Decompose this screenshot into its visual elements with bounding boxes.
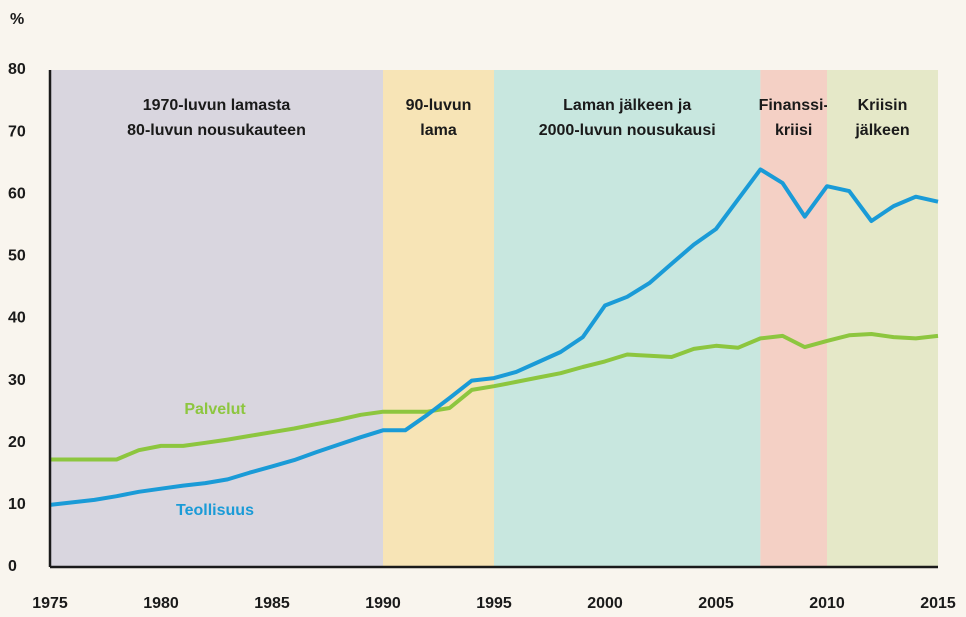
- y-tick-label: 0: [8, 558, 17, 575]
- period-label: Laman jälkeen ja: [563, 97, 691, 114]
- series-label: Teollisuus: [176, 502, 254, 519]
- period-band: [827, 70, 938, 567]
- y-tick-label: 60: [8, 185, 26, 202]
- series-label: Palvelut: [184, 401, 246, 418]
- series-line: [50, 332, 939, 462]
- series-line: [49, 167, 939, 507]
- x-tick-label: 1980: [143, 595, 179, 612]
- period-band: [50, 70, 383, 567]
- period-label: 1970-luvun lamasta: [143, 97, 291, 114]
- y-tick-label: 20: [8, 434, 26, 451]
- x-tick-label: 2005: [698, 595, 734, 612]
- period-label: 80-luvun nousukauteen: [127, 122, 306, 139]
- x-tick-label: 1985: [254, 595, 290, 612]
- period-label: kriisi: [775, 122, 812, 139]
- period-label: Finanssi-: [759, 97, 829, 114]
- period-band: [383, 70, 494, 567]
- x-tick-label: 2015: [920, 595, 956, 612]
- period-band: [760, 70, 827, 567]
- period-label: jälkeen: [854, 122, 909, 139]
- y-tick-label: 30: [8, 372, 26, 389]
- y-tick-label: 80: [8, 61, 26, 78]
- y-axis-label: %: [10, 11, 24, 28]
- period-label: Kriisin: [858, 97, 908, 114]
- y-tick-label: 40: [8, 310, 26, 327]
- period-label: 2000-luvun nousukausi: [539, 122, 716, 139]
- y-tick-label: 10: [8, 496, 26, 513]
- x-tick-label: 1975: [32, 595, 68, 612]
- x-tick-label: 1995: [476, 595, 512, 612]
- x-tick-label: 2000: [587, 595, 623, 612]
- y-tick-label: 50: [8, 248, 26, 265]
- period-label: lama: [420, 122, 457, 139]
- x-tick-label: 2010: [809, 595, 845, 612]
- x-tick-label: 1990: [365, 595, 401, 612]
- y-tick-label: 70: [8, 123, 26, 140]
- period-label: 90-luvun: [406, 97, 472, 114]
- period-band: [494, 70, 761, 567]
